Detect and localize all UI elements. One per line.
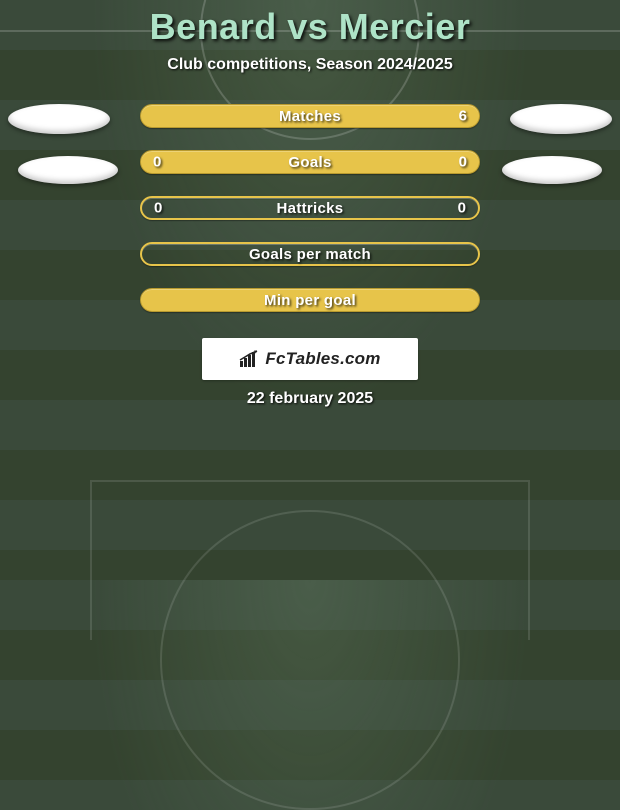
stat-row-matches: Matches 6: [140, 104, 480, 128]
stat-label: Goals: [288, 154, 331, 171]
player-right-marker-1: [510, 104, 612, 134]
stat-label: Min per goal: [264, 292, 356, 309]
brand-text: FcTables.com: [265, 349, 380, 369]
pitch-penalty-box: [90, 480, 530, 640]
player-left-marker-1: [8, 104, 110, 134]
stat-left-value: 0: [153, 154, 161, 171]
stat-right-value: 0: [458, 200, 466, 217]
player-right-marker-2: [502, 156, 602, 184]
stat-label: Hattricks: [277, 200, 344, 217]
brand-badge: FcTables.com: [202, 338, 418, 380]
stat-row-min-per-goal: Min per goal: [140, 288, 480, 312]
stat-label: Goals per match: [249, 246, 371, 263]
stat-right-value: 6: [459, 108, 467, 125]
page-title: Benard vs Mercier: [150, 6, 471, 48]
stat-label: Matches: [279, 108, 341, 125]
stat-row-goals: 0 Goals 0: [140, 150, 480, 174]
bar-chart-icon: [239, 350, 261, 368]
stat-right-value: 0: [459, 154, 467, 171]
stat-row-hattricks: 0 Hattricks 0: [140, 196, 480, 220]
stat-left-value: 0: [154, 200, 162, 217]
comparison-infographic: Benard vs Mercier Club competitions, Sea…: [0, 0, 620, 408]
footer-date: 22 february 2025: [247, 390, 373, 408]
player-left-marker-2: [18, 156, 118, 184]
stat-row-goals-per-match: Goals per match: [140, 242, 480, 266]
stats-section: Matches 6 0 Goals 0 0 Hattricks 0 Goals …: [0, 104, 620, 334]
page-subtitle: Club competitions, Season 2024/2025: [167, 56, 452, 74]
